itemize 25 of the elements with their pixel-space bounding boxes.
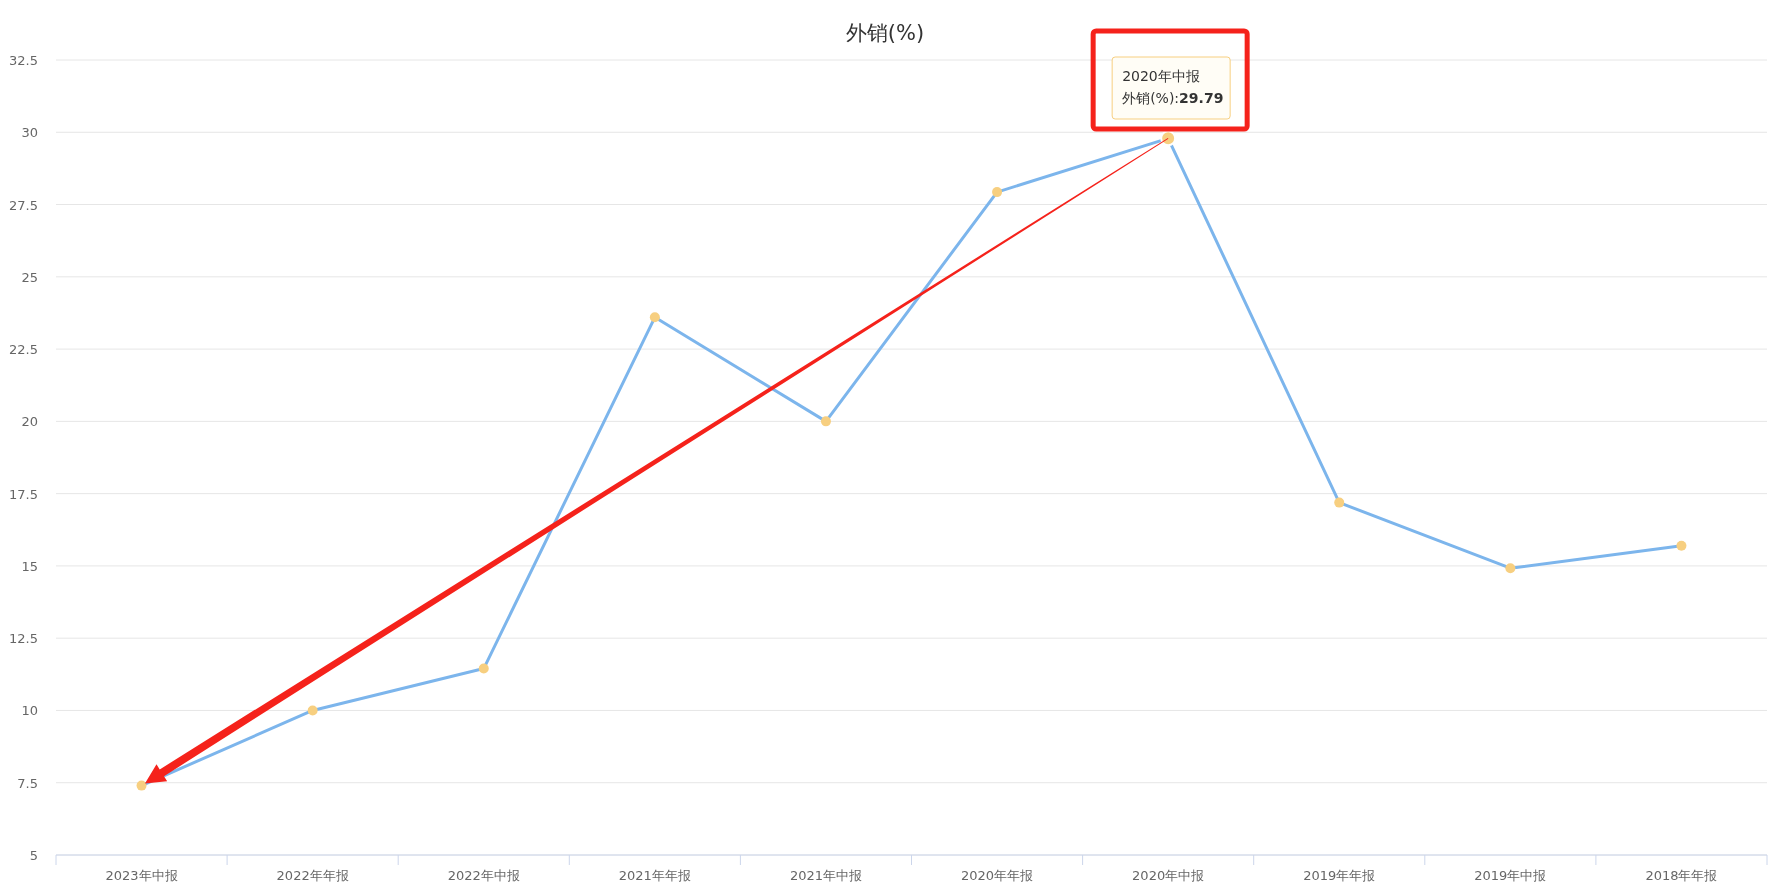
y-tick-label: 22.5 [9,342,38,358]
y-tick-label: 12.5 [9,631,38,647]
x-tick-label: 2019年年报 [1303,868,1376,883]
annotation: 2020年中报 [1122,68,1200,84]
x-tick-label: 2020年中报 [1132,868,1205,883]
x-tick-label: 2021年年报 [618,868,691,883]
x-tick-label: 2022年年报 [276,868,349,883]
y-tick-label: 15 [21,558,38,574]
y-tick-label: 27.5 [9,197,38,213]
y-tick-label: 17.5 [9,486,38,502]
y-tick-label: 5 [29,848,38,863]
y-tick-label: 10 [21,703,38,719]
y-tick-label: 20 [21,414,38,430]
x-tick-label: 2018年年报 [1645,868,1718,883]
y-tick-label: 32.5 [9,53,38,68]
x-tick-label: 2022年中报 [447,868,520,883]
chart-title: 外销(%) [845,21,925,45]
x-tick-label: 2021年中报 [789,868,862,883]
x-tick-label: 2019年中报 [1474,868,1547,883]
x-tick-label: 2023年中报 [105,868,178,883]
y-tick-label: 7.5 [17,775,38,791]
x-tick-label: 2020年年报 [961,868,1034,883]
y-tick-label: 30 [21,125,38,141]
y-tick-label: 25 [21,269,38,285]
annotation: 外销(%):29.79 [1122,90,1224,106]
